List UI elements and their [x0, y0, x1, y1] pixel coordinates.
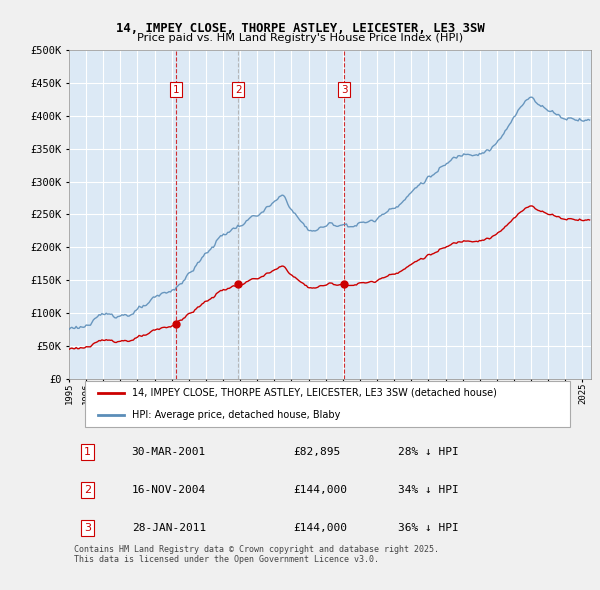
Text: £144,000: £144,000 — [293, 523, 347, 533]
Text: 14, IMPEY CLOSE, THORPE ASTLEY, LEICESTER, LE3 3SW (detached house): 14, IMPEY CLOSE, THORPE ASTLEY, LEICESTE… — [131, 388, 497, 398]
Text: 28-JAN-2011: 28-JAN-2011 — [131, 523, 206, 533]
Text: £144,000: £144,000 — [293, 484, 347, 494]
Text: 2: 2 — [84, 484, 91, 494]
Text: 36% ↓ HPI: 36% ↓ HPI — [398, 523, 458, 533]
Text: 28% ↓ HPI: 28% ↓ HPI — [398, 447, 458, 457]
Text: £82,895: £82,895 — [293, 447, 341, 457]
Text: 34% ↓ HPI: 34% ↓ HPI — [398, 484, 458, 494]
Text: 16-NOV-2004: 16-NOV-2004 — [131, 484, 206, 494]
FancyBboxPatch shape — [85, 381, 570, 427]
Text: Price paid vs. HM Land Registry's House Price Index (HPI): Price paid vs. HM Land Registry's House … — [137, 33, 463, 43]
Text: 14, IMPEY CLOSE, THORPE ASTLEY, LEICESTER, LE3 3SW: 14, IMPEY CLOSE, THORPE ASTLEY, LEICESTE… — [116, 22, 484, 35]
Text: Contains HM Land Registry data © Crown copyright and database right 2025.
This d: Contains HM Land Registry data © Crown c… — [74, 545, 439, 564]
Text: 3: 3 — [84, 523, 91, 533]
Text: 30-MAR-2001: 30-MAR-2001 — [131, 447, 206, 457]
Text: 1: 1 — [173, 84, 179, 94]
Text: 3: 3 — [341, 84, 347, 94]
Text: HPI: Average price, detached house, Blaby: HPI: Average price, detached house, Blab… — [131, 410, 340, 420]
Text: 1: 1 — [84, 447, 91, 457]
Text: 2: 2 — [235, 84, 241, 94]
